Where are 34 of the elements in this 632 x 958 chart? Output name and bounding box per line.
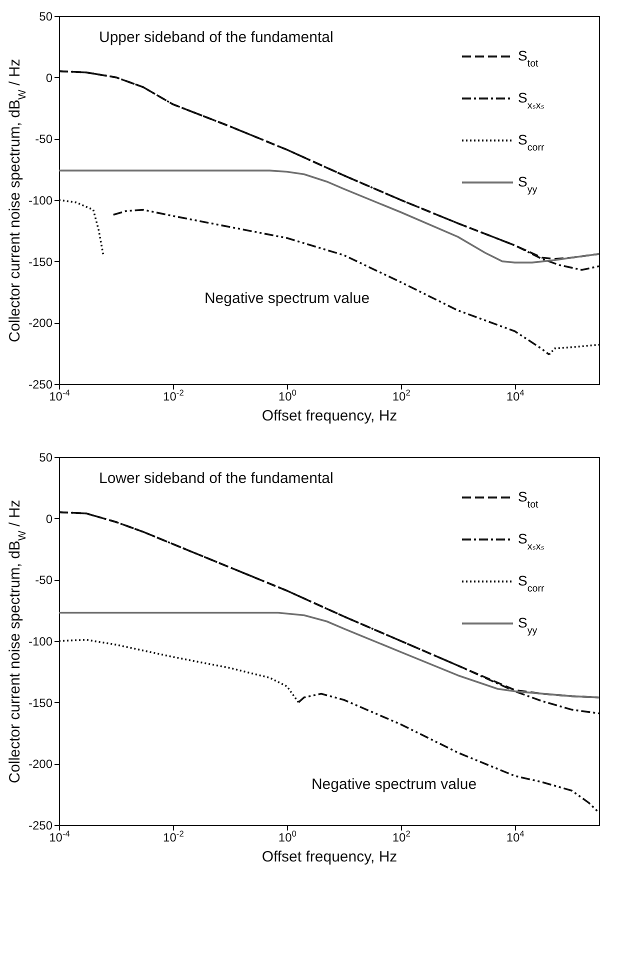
x-axis-title: Offset frequency, Hz <box>262 848 398 866</box>
y-tick-label: -150 <box>28 696 53 710</box>
legend-label: S$_{yy}$ <box>518 614 538 636</box>
annotation: Negative spectrum value <box>311 776 477 793</box>
legend-label: S$_{tot}$ <box>518 488 539 510</box>
y-tick-label: -200 <box>28 316 53 330</box>
legend-label: S$_{yy}$ <box>518 174 538 195</box>
x-tick-label: 10$^{0}$ <box>278 828 297 844</box>
annotation: Negative spectrum value <box>204 290 370 307</box>
x-axis-title: Offset frequency, Hz <box>262 408 398 424</box>
x-tick-label: 10$^{-2}$ <box>163 828 184 844</box>
x-tick-label: 10$^{0}$ <box>278 388 297 404</box>
annotation: Lower sideband of the fundamental <box>99 470 334 487</box>
y-tick-label: 50 <box>39 450 53 464</box>
y-tick-label: 0 <box>46 512 53 526</box>
x-tick-label: 10$^{4}$ <box>506 828 525 844</box>
y-tick-label: 50 <box>39 10 53 24</box>
y-tick-label: -50 <box>35 573 53 588</box>
y-tick-label: -100 <box>28 194 53 208</box>
legend-label: S$_{xₛxₛ}$ <box>518 530 545 552</box>
y-tick-label: -100 <box>28 634 53 648</box>
x-tick-label: 10$^{-2}$ <box>163 388 184 404</box>
x-tick-label: 10$^{2}$ <box>392 828 411 844</box>
legend-label: S$_{xₛxₛ}$ <box>518 90 545 111</box>
legend-label: S$_{tot}$ <box>518 48 539 69</box>
y-tick-label: -150 <box>28 254 53 269</box>
legend-label: S$_{corr}$ <box>518 572 545 594</box>
x-tick-label: 10$^{4}$ <box>506 388 525 404</box>
x-tick-label: 10$^{2}$ <box>392 388 411 404</box>
y-tick-label: 0 <box>46 70 53 85</box>
legend-label: S$_{corr}$ <box>518 132 545 153</box>
annotation: Upper sideband of the fundamental <box>99 29 334 46</box>
y-tick-label: -200 <box>28 757 53 772</box>
y-tick-label: -50 <box>35 132 53 146</box>
